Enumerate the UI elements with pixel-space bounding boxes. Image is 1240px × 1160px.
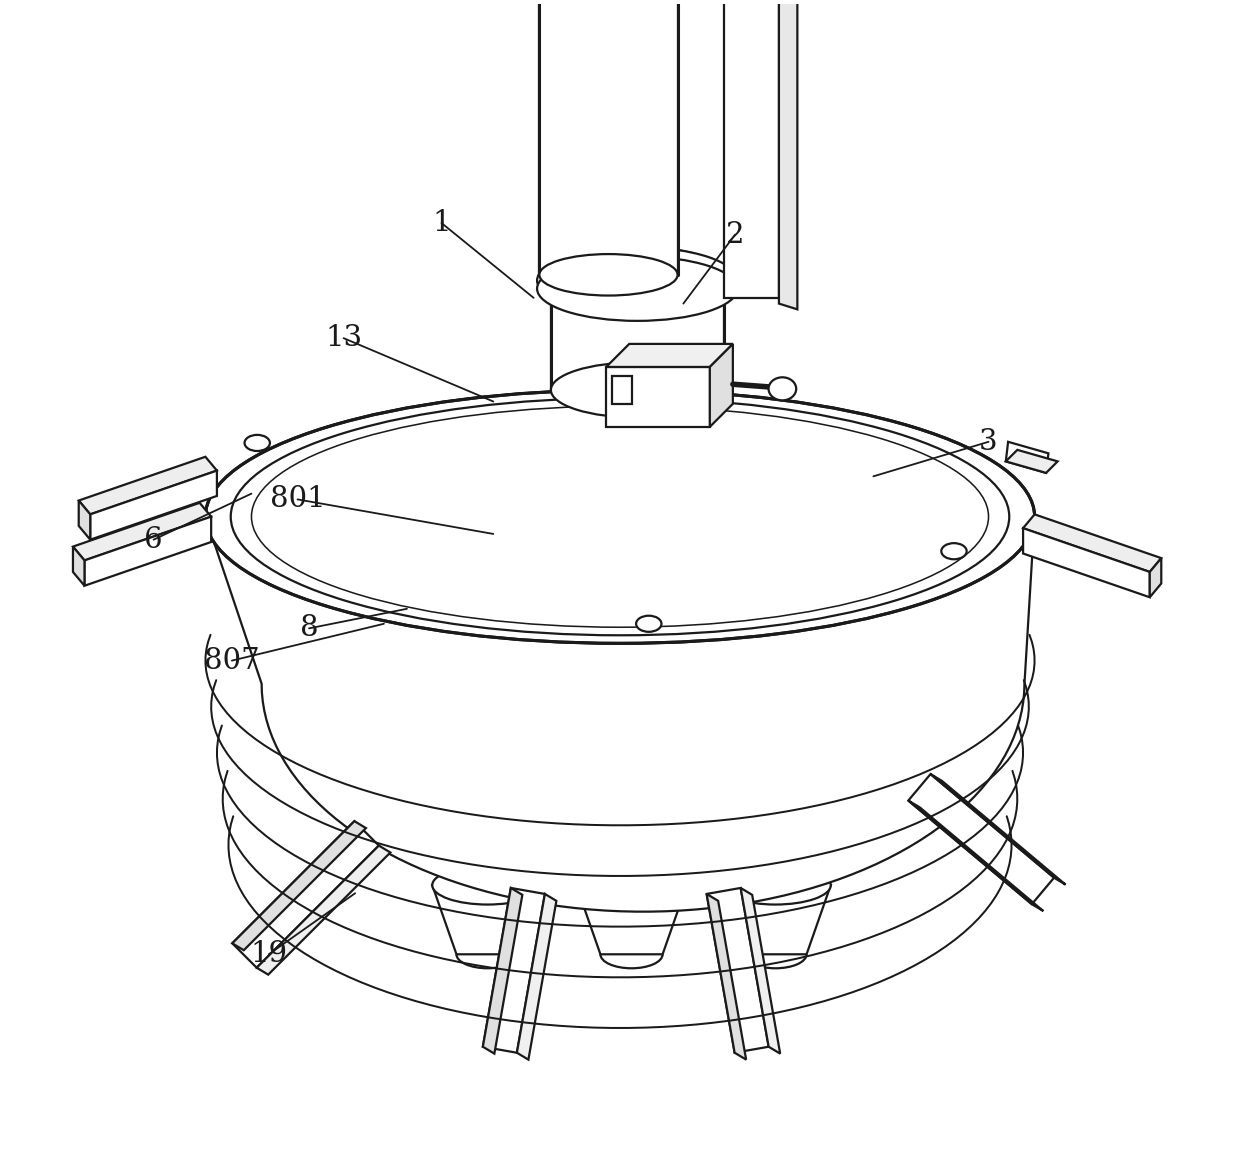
Polygon shape	[482, 887, 544, 1053]
Polygon shape	[611, 376, 631, 404]
Ellipse shape	[551, 362, 724, 418]
Polygon shape	[78, 500, 91, 539]
Polygon shape	[779, 0, 797, 310]
Polygon shape	[606, 367, 709, 427]
Polygon shape	[720, 885, 831, 955]
Ellipse shape	[769, 377, 796, 400]
Polygon shape	[73, 546, 84, 586]
Polygon shape	[577, 885, 687, 955]
Ellipse shape	[206, 390, 1034, 644]
Text: 1: 1	[433, 209, 451, 237]
Polygon shape	[724, 0, 779, 298]
Polygon shape	[206, 390, 1034, 912]
Ellipse shape	[433, 865, 543, 905]
Polygon shape	[1006, 442, 1048, 473]
Ellipse shape	[577, 865, 687, 905]
Polygon shape	[551, 275, 724, 390]
Polygon shape	[707, 894, 746, 1059]
Polygon shape	[232, 821, 379, 967]
Text: 8: 8	[300, 615, 319, 643]
Polygon shape	[257, 846, 391, 974]
Polygon shape	[1023, 528, 1149, 597]
Polygon shape	[482, 887, 522, 1053]
Ellipse shape	[720, 865, 831, 905]
Ellipse shape	[539, 254, 677, 296]
Text: 3: 3	[980, 428, 998, 456]
Ellipse shape	[231, 398, 1009, 636]
Polygon shape	[709, 343, 733, 427]
Ellipse shape	[244, 435, 270, 451]
Polygon shape	[84, 516, 211, 586]
Polygon shape	[1006, 450, 1058, 473]
Polygon shape	[91, 471, 217, 539]
Polygon shape	[606, 343, 733, 367]
Polygon shape	[740, 887, 780, 1053]
Polygon shape	[909, 774, 1054, 904]
Polygon shape	[73, 502, 211, 560]
Polygon shape	[930, 774, 1065, 885]
Text: 19: 19	[250, 941, 288, 969]
Text: 2: 2	[725, 220, 744, 248]
Polygon shape	[517, 894, 557, 1059]
Polygon shape	[433, 885, 543, 955]
Polygon shape	[707, 887, 769, 1053]
Polygon shape	[909, 800, 1043, 911]
Ellipse shape	[537, 247, 738, 314]
Ellipse shape	[252, 406, 988, 628]
Polygon shape	[1149, 558, 1162, 597]
Polygon shape	[78, 457, 217, 514]
Ellipse shape	[941, 543, 967, 559]
Ellipse shape	[537, 256, 738, 321]
Text: 6: 6	[144, 525, 162, 553]
Text: 807: 807	[205, 646, 259, 675]
Polygon shape	[232, 821, 366, 950]
Polygon shape	[1023, 514, 1162, 572]
Polygon shape	[539, 0, 677, 275]
Text: 13: 13	[325, 324, 362, 353]
Ellipse shape	[551, 247, 724, 303]
Ellipse shape	[636, 616, 661, 632]
Text: 801: 801	[270, 485, 325, 514]
